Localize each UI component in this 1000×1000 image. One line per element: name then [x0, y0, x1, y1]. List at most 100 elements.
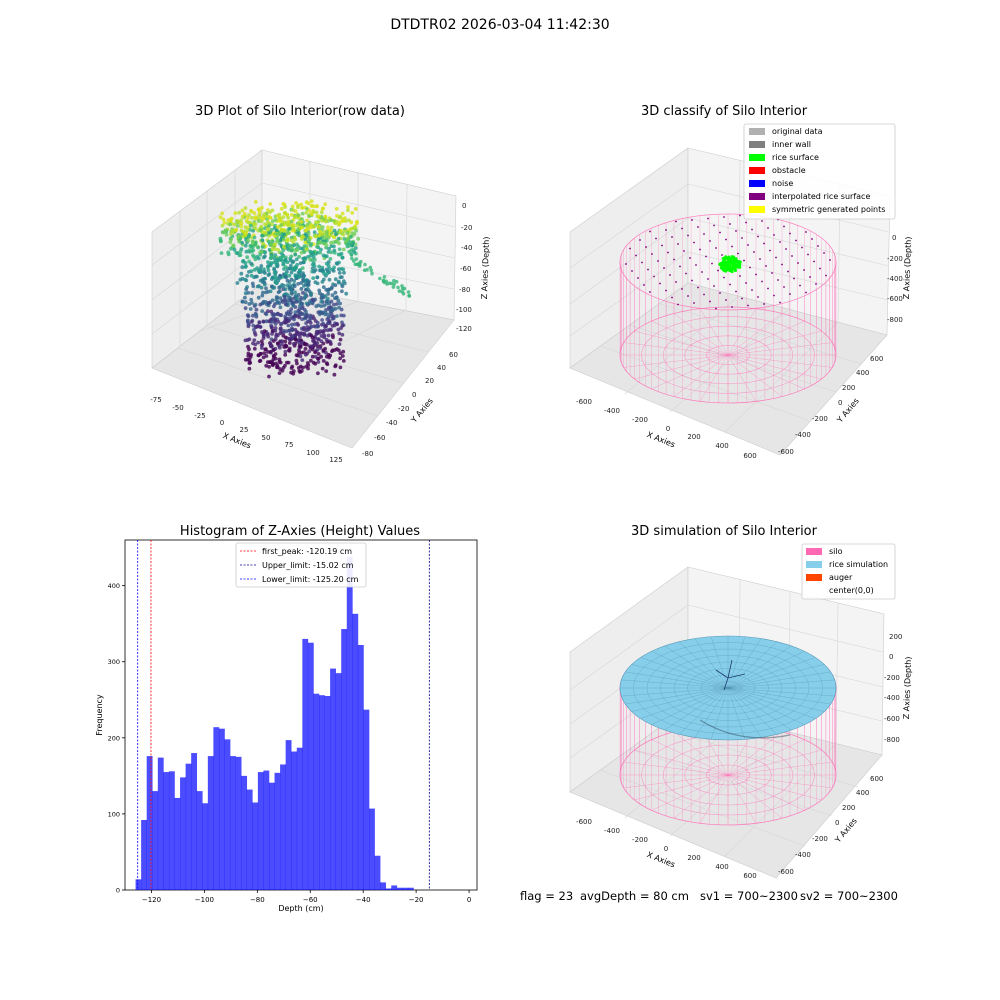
raw3d-point: [315, 275, 320, 280]
sim3d-ytick: 600: [870, 775, 883, 783]
raw3d-point: [270, 332, 274, 336]
raw3d-point: [278, 305, 283, 310]
raw3d-point: [312, 224, 316, 229]
raw3d-point: [322, 303, 327, 308]
raw3d-point: [300, 217, 304, 221]
raw3d-point: [287, 295, 291, 300]
raw3d-point: [260, 309, 265, 313]
raw3d-point: [268, 216, 273, 220]
raw3d-point: [235, 224, 240, 228]
raw3d-point: [247, 213, 251, 217]
raw3d-point: [222, 220, 227, 225]
raw3d-point: [302, 250, 307, 254]
raw3d-point: [259, 339, 264, 344]
raw3d-point: [314, 210, 319, 215]
sv2-text: sv2 = 700~2300: [800, 889, 898, 903]
sv1-text: sv1 = 700~2300: [700, 889, 798, 903]
raw3d-point: [303, 237, 308, 242]
raw3d-point: [303, 346, 308, 351]
raw3d-point: [308, 313, 313, 318]
sim3d-zlabel: Z Axies (Depth): [902, 656, 913, 719]
raw3d-point: [220, 223, 225, 228]
raw3d-point: [324, 350, 328, 355]
raw3d-point: [330, 293, 335, 297]
raw3d-point: [340, 211, 345, 216]
raw3d-point: [327, 246, 331, 251]
raw3d-point: [223, 229, 228, 233]
raw3d-point: [252, 211, 257, 216]
raw3d-point: [248, 244, 253, 248]
raw3d-point: [266, 260, 270, 265]
raw3d-point: [269, 309, 274, 314]
raw3d-point: [247, 361, 252, 365]
raw3d-point: [276, 238, 280, 243]
raw3d-point: [333, 363, 338, 368]
raw3d-point: [287, 273, 292, 278]
raw3d-point: [228, 240, 233, 245]
raw3d-point: [278, 327, 283, 331]
raw3d-point: [346, 208, 350, 213]
raw3d-point: [326, 235, 331, 240]
raw3d-point: [230, 228, 235, 233]
raw3d-point: [329, 240, 333, 245]
raw3d-point: [289, 235, 294, 240]
legend-swatch-rice-simulation: [806, 561, 822, 568]
raw3d-point: [307, 349, 312, 354]
raw3d-point: [338, 337, 343, 342]
raw3d-point: [338, 351, 343, 356]
raw3d-point: [340, 354, 345, 358]
raw3d-point: [243, 265, 248, 269]
raw3d-point: [277, 357, 282, 362]
raw3d-point: [300, 266, 305, 270]
legend-swatch-silo: [806, 548, 822, 555]
sim3d-xlabel: X Axies: [646, 850, 677, 869]
raw3d-point: [219, 251, 224, 256]
raw3d-point: [299, 295, 303, 300]
raw3d-point: [253, 302, 258, 307]
raw3d-point: [247, 270, 251, 274]
raw3d-title: 3D Plot of Silo Interior(row data): [195, 104, 405, 119]
raw3d-point: [288, 286, 292, 290]
raw3d-point: [344, 291, 349, 296]
raw3d-point: [229, 216, 234, 221]
sim3d-title: 3D simulation of Silo Interior: [631, 524, 817, 539]
raw3d-point: [295, 248, 300, 253]
raw3d-point: [267, 223, 272, 228]
raw3d-point: [277, 285, 282, 290]
raw3d-point: [295, 330, 300, 335]
raw3d-point: [283, 257, 288, 262]
raw3d-point: [289, 307, 294, 312]
raw3d-point: [341, 349, 346, 354]
raw3d-point: [247, 366, 252, 371]
raw3d-point: [268, 343, 273, 347]
raw3d-point: [253, 226, 258, 231]
raw3d-point: [289, 277, 294, 282]
raw3d-point: [243, 300, 248, 305]
raw3d-point: [317, 225, 321, 229]
raw3d-point: [324, 337, 329, 342]
raw3d-point: [266, 220, 270, 224]
raw3d-point: [323, 202, 328, 207]
raw3d-point: [327, 319, 332, 323]
raw3d-point: [316, 360, 321, 364]
raw3d-point: [288, 332, 293, 337]
raw3d-point: [319, 247, 323, 252]
raw3d-point: [291, 225, 296, 230]
raw3d-point: [276, 290, 281, 295]
sim3d-ztick: -600: [884, 715, 900, 723]
raw3d-point: [292, 214, 297, 219]
raw3d-point: [283, 287, 288, 292]
raw3d-point: [262, 276, 267, 281]
raw3d-point: [283, 349, 288, 354]
raw3d-point: [239, 224, 244, 229]
raw3d-point: [290, 322, 294, 327]
raw3d-point: [243, 206, 248, 210]
raw3d-point: [339, 267, 344, 271]
raw3d-point: [311, 276, 316, 280]
raw3d-point: [313, 324, 318, 329]
raw3d-point: [249, 273, 254, 278]
raw3d-point: [304, 301, 309, 306]
raw3d-point: [340, 332, 345, 337]
raw3d-point: [302, 283, 306, 288]
raw3d-point: [247, 302, 252, 306]
